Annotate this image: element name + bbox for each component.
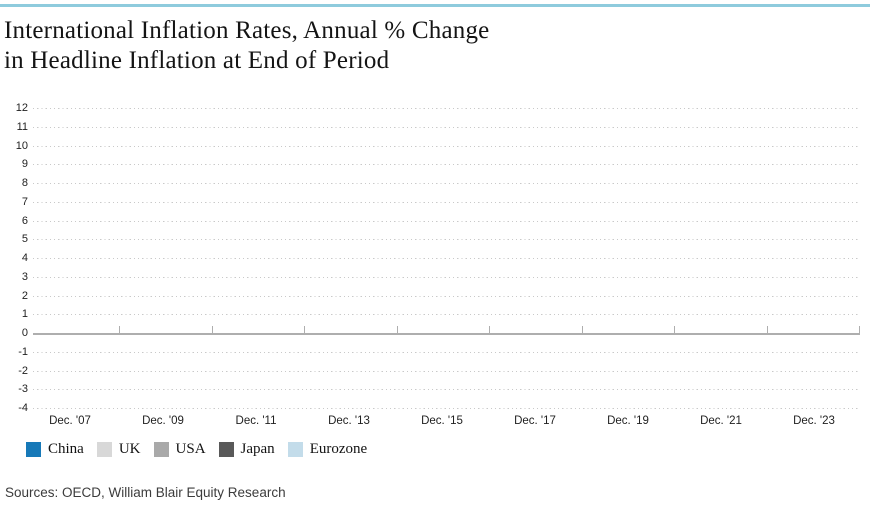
x-tick-label: Dec. '13 [328,415,370,427]
zero-axis-tick [581,326,583,333]
chart-title-line-1: International Inflation Rates, Annual % … [4,17,490,44]
y-tick-label: 2 [21,289,28,302]
gridline-y-10 [33,145,860,147]
legend-item-japan: Japan [218,441,275,458]
y-tick-label: 0 [21,327,28,339]
x-tick-label: Dec. '11 [235,415,277,427]
legend-swatch-japan [218,442,234,457]
zero-axis-tick [674,326,675,333]
legend-label: Eurozone [309,441,368,457]
legend-label: China [48,441,84,457]
gridline-y--2 [33,370,860,372]
y-tick-label: 6 [21,214,28,227]
gridline-y-8 [33,183,860,184]
legend-swatch-uk [96,442,112,457]
legend-item-china: China [26,441,84,458]
zero-axis-tick [766,326,768,333]
zero-axis-tick [304,326,305,333]
gridline-y-3 [33,276,860,278]
zero-axis-tick [119,326,120,333]
y-tick-label: -1 [18,345,28,358]
legend-swatch-usa [153,442,169,457]
gridline-y-6 [33,220,860,222]
gridline-y-2 [33,295,860,297]
legend-swatch-eurozone [287,442,303,457]
y-tick-label: 9 [21,158,28,171]
x-tick-label: Dec. '15 [421,415,463,427]
gridline-y--1 [33,351,860,353]
zero-axis-tick [859,326,860,333]
gridline-y-9 [33,164,860,166]
gridline-y-11 [33,126,860,128]
y-tick-label: 12 [15,102,28,114]
gridline-y--3 [33,389,860,391]
x-tick-label: Dec. '19 [607,415,649,427]
gridline-y-5 [33,239,860,241]
gridline-y--4 [33,408,860,409]
legend-label: USA [175,441,206,457]
gridline-y-7 [33,201,860,203]
chart-legend: China UK USA Japan Eurozone [26,441,380,458]
zero-axis-tick [211,326,213,333]
legend-item-uk: UK [96,441,141,458]
chart-title: International Inflation Rates, Annual % … [4,16,489,76]
y-tick-label: -3 [18,383,28,396]
y-tick-label: 3 [21,270,28,283]
gridline-y-4 [33,258,860,259]
sources-note: Sources: OECD, William Blair Equity Rese… [5,485,286,500]
zero-axis-tick [489,326,490,333]
legend-label: Japan [240,441,275,457]
y-tick-label: -2 [18,364,28,377]
zero-axis-tick [396,326,398,333]
y-tick-label: 7 [21,195,28,208]
y-tick-label: 5 [21,233,28,246]
y-tick-label: 8 [21,177,28,189]
y-tick-label: 10 [15,139,28,152]
legend-item-eurozone: Eurozone [287,441,368,458]
gridline-y-1 [33,314,860,316]
x-tick-label: Dec. '09 [142,415,184,427]
x-tick-label: Dec. '17 [514,415,556,427]
y-tick-label: -4 [18,402,28,414]
plot-area [33,108,860,409]
top-accent-bar [0,4,870,7]
legend-swatch-china [26,442,41,457]
inflation-chart: 12 11 10 9 8 7 6 5 4 3 2 1 0 -1 -2 -3 -4 Dec. '07 Dec. '0… [15,102,860,427]
chart-title-line-2: in Headline Inflation at End of Period [4,47,390,74]
x-tick-label: Dec. '21 [700,415,742,427]
y-tick-label: 1 [21,308,28,321]
gridline-y-12 [33,108,860,109]
legend-item-usa: USA [153,441,206,458]
legend-label: UK [118,441,141,457]
y-tick-label: 4 [21,252,28,264]
x-tick-label: Dec. '23 [793,415,835,427]
y-tick-label: 11 [16,120,28,133]
x-tick-label: Dec. '07 [49,415,91,427]
zero-axis-line [33,333,860,335]
